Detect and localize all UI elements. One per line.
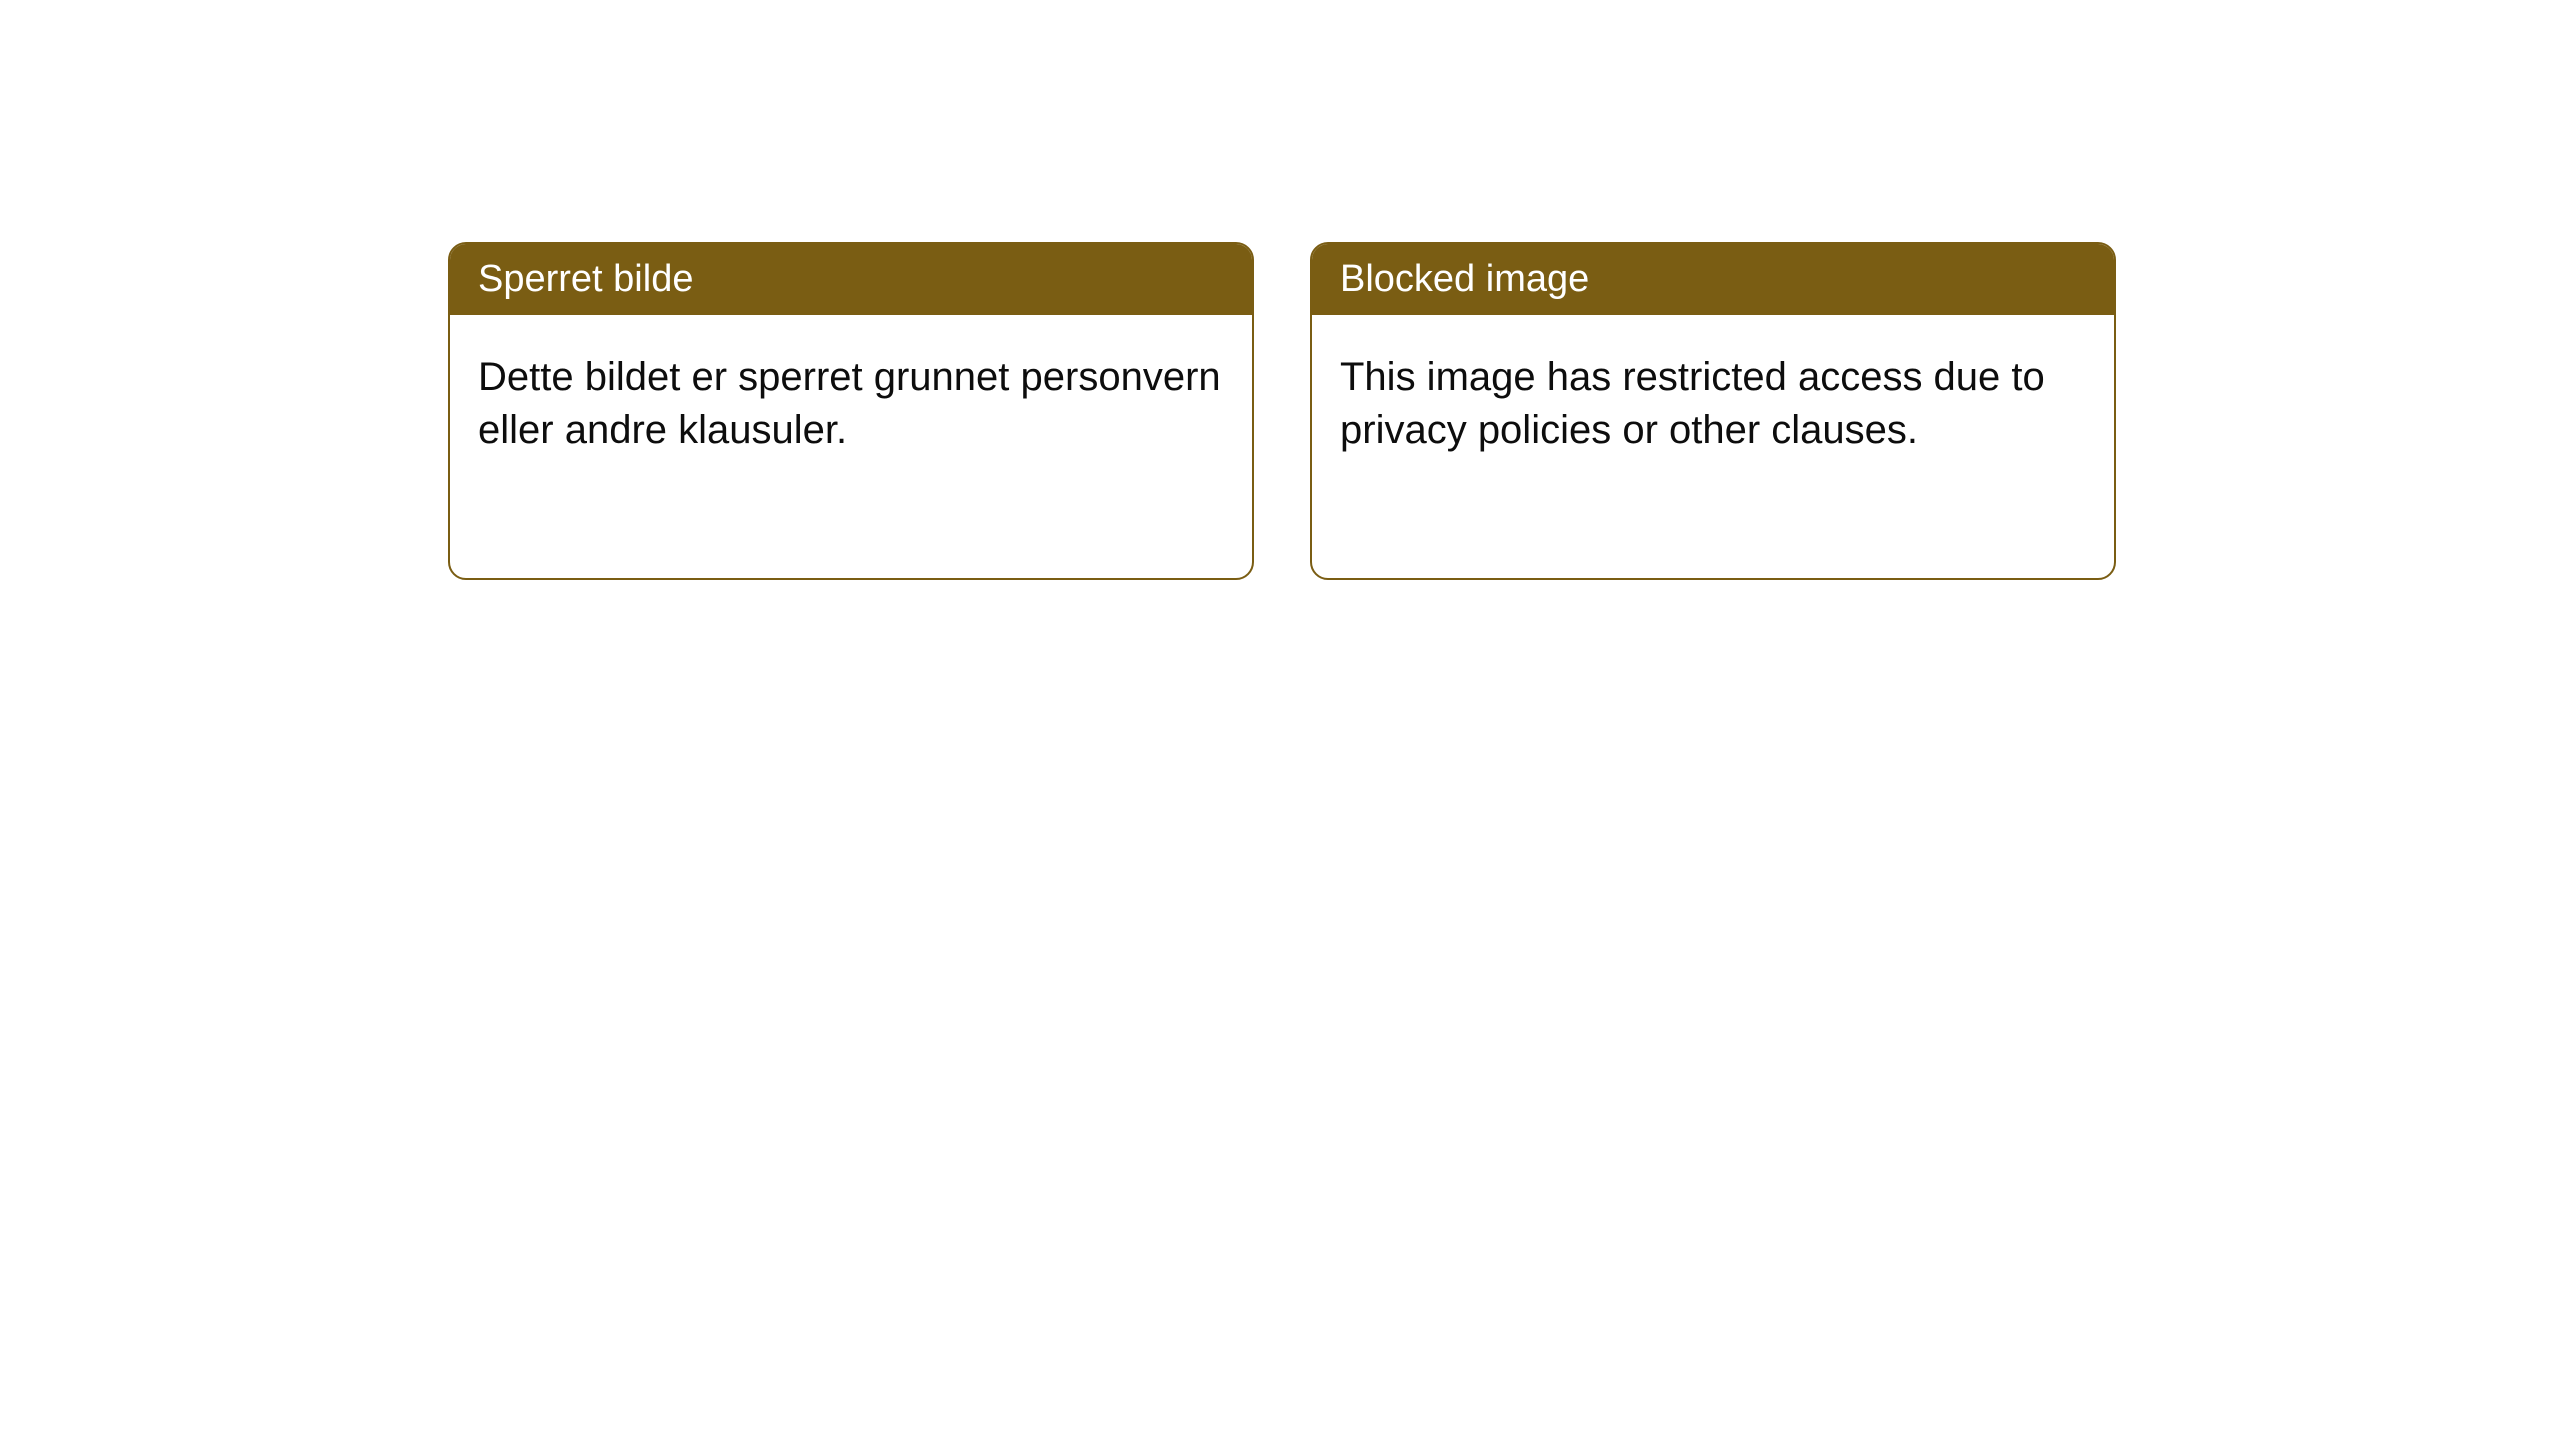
notice-card-header: Sperret bilde <box>450 244 1252 315</box>
notice-card-title: Sperret bilde <box>478 258 693 300</box>
notice-card-body: Dette bildet er sperret grunnet personve… <box>450 315 1252 493</box>
notice-cards-container: Sperret bilde Dette bildet er sperret gr… <box>448 242 2116 580</box>
notice-card-message: Dette bildet er sperret grunnet personve… <box>478 355 1221 452</box>
notice-card-message: This image has restricted access due to … <box>1340 355 2045 452</box>
notice-card-header: Blocked image <box>1312 244 2114 315</box>
notice-card-english: Blocked image This image has restricted … <box>1310 242 2116 580</box>
notice-card-body: This image has restricted access due to … <box>1312 315 2114 493</box>
notice-card-norwegian: Sperret bilde Dette bildet er sperret gr… <box>448 242 1254 580</box>
notice-card-title: Blocked image <box>1340 258 1589 300</box>
